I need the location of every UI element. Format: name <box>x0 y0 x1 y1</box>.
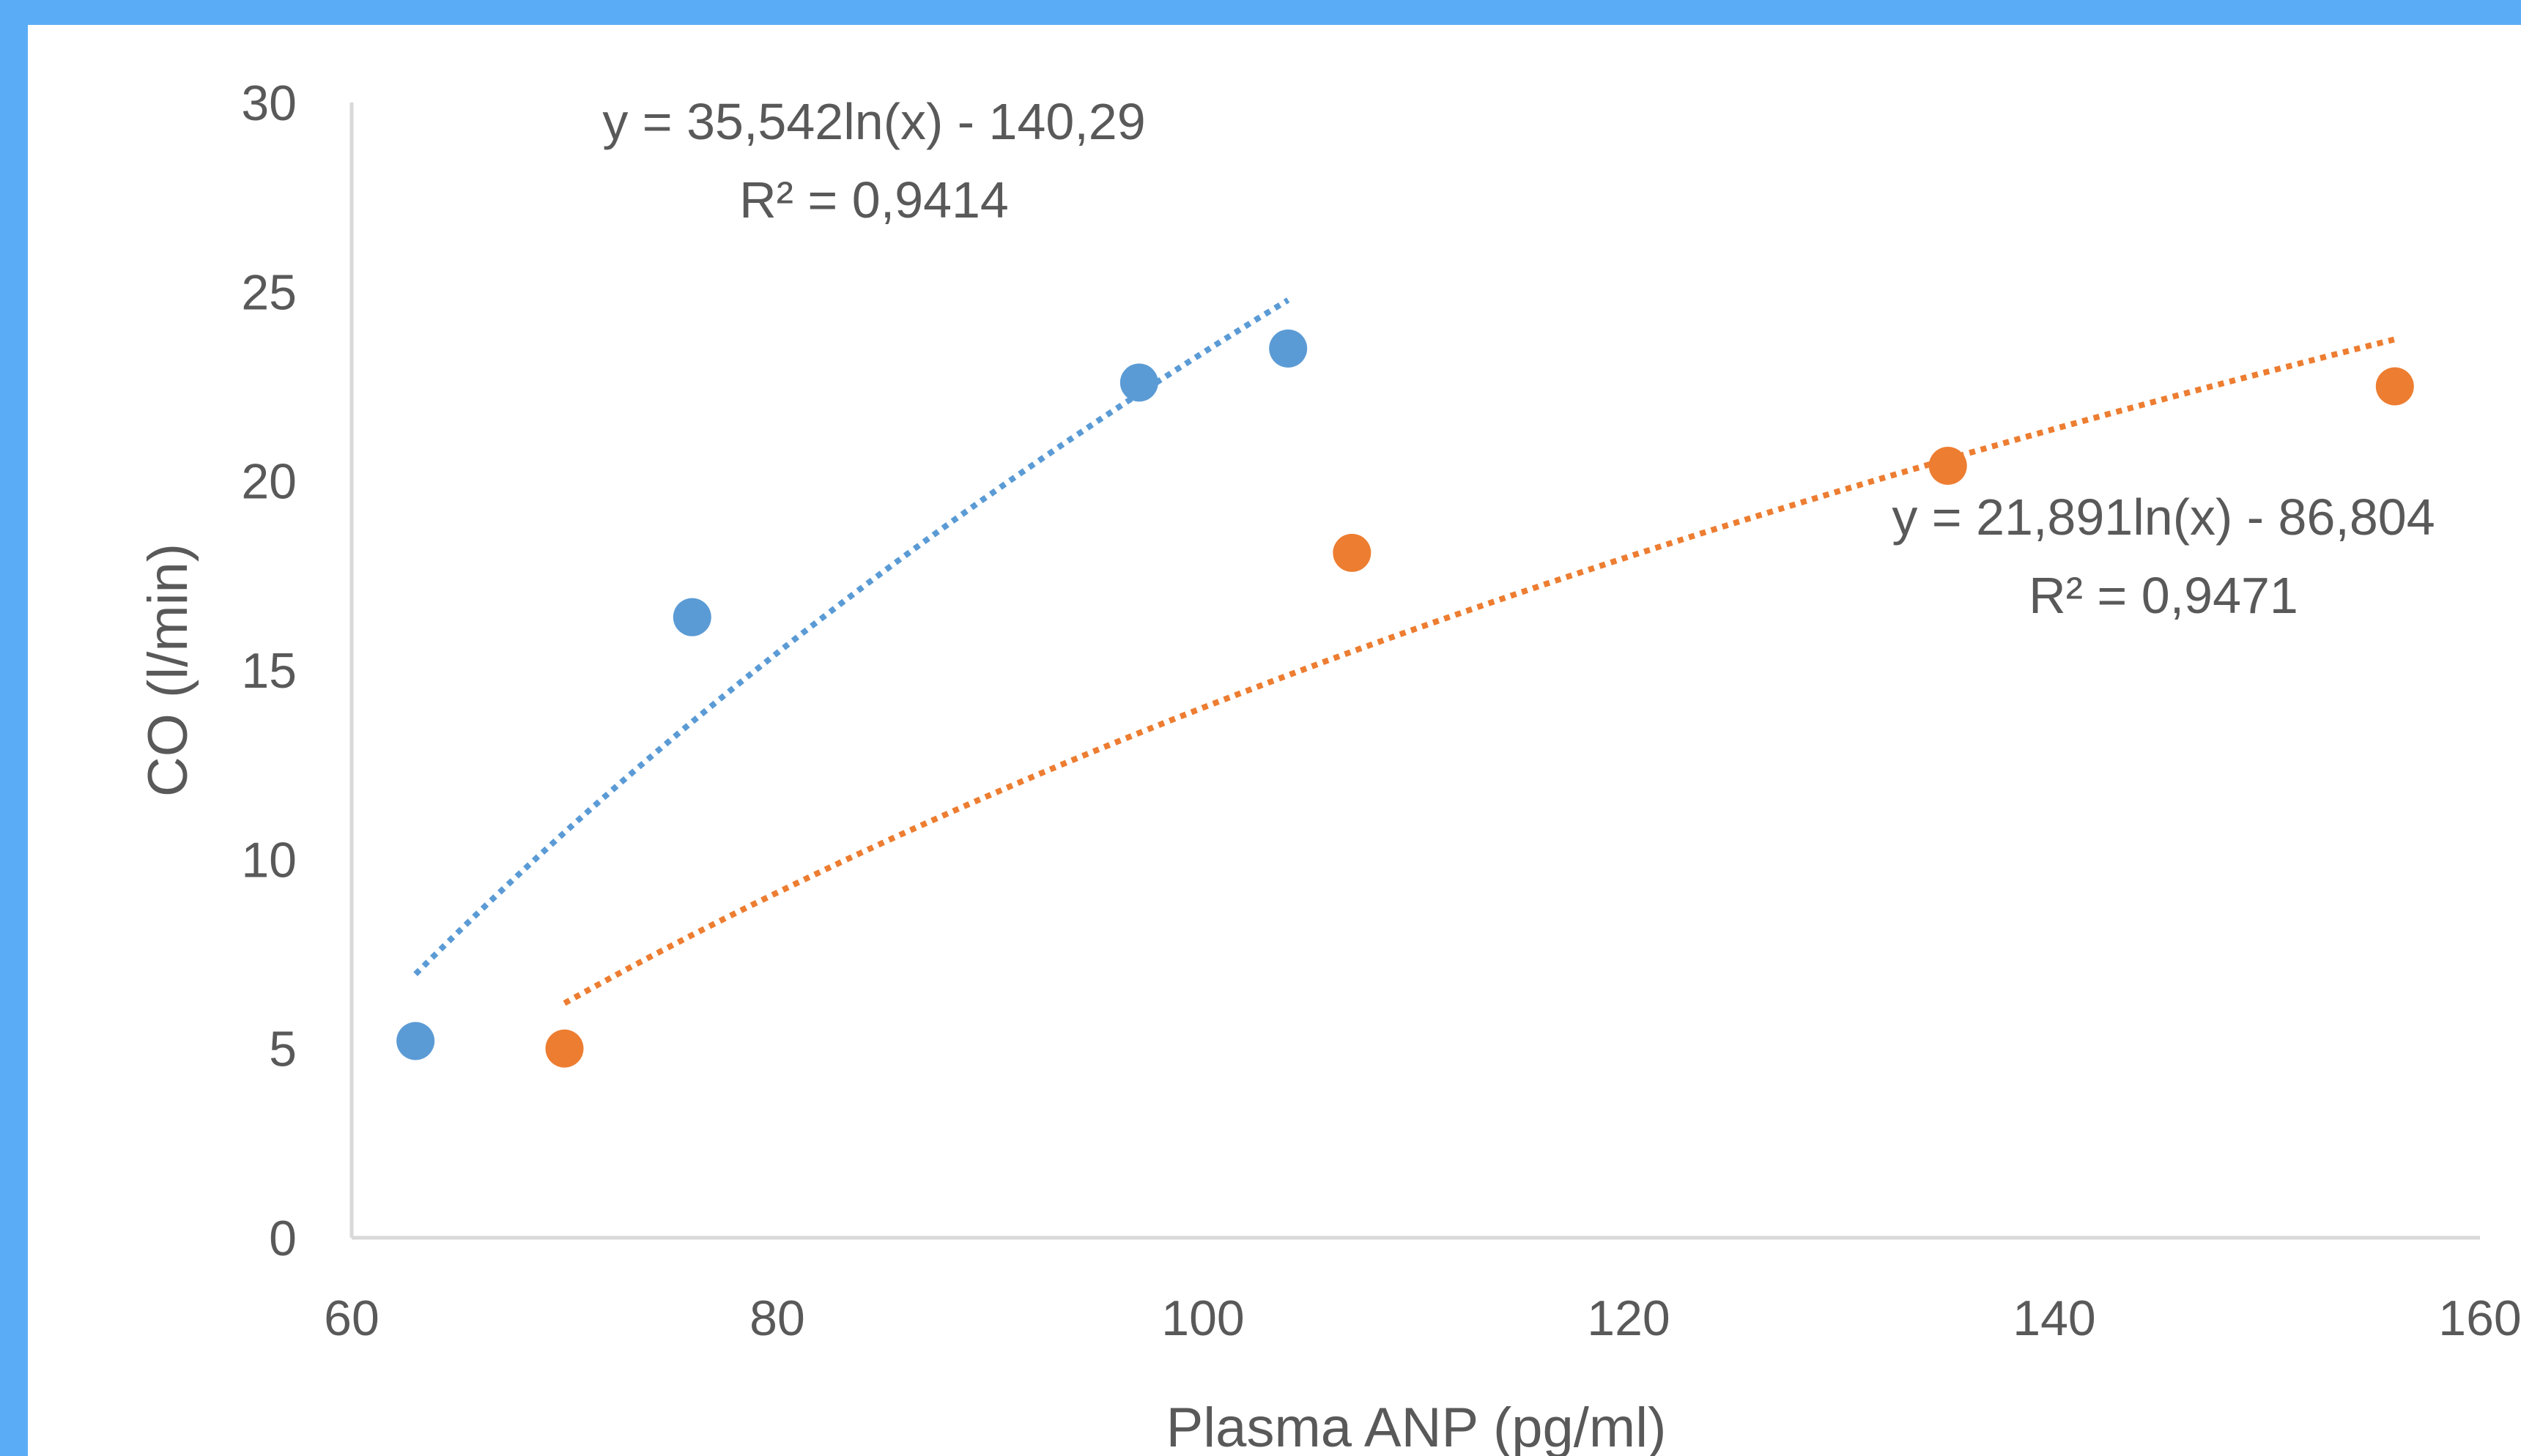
x-tick-label: 120 <box>1587 1290 1670 1346</box>
y-tick-label: 15 <box>241 643 297 699</box>
y-tick-label: 5 <box>269 1022 297 1077</box>
x-tick-label: 100 <box>1161 1290 1244 1346</box>
y-axis-title: CO (l/min) <box>137 543 199 797</box>
data-point-series-1 <box>1269 329 1308 368</box>
trendline-r2-series-1: R² = 0,9414 <box>739 171 1009 229</box>
trendline-series-1 <box>413 297 1290 976</box>
trendline-equation-series-1: y = 35,542ln(x) - 140,29 <box>602 93 1145 150</box>
trendline-series-2 <box>563 336 2396 1006</box>
x-tick-label: 80 <box>749 1290 805 1346</box>
x-tick-label: 160 <box>2438 1290 2521 1346</box>
data-point-series-2 <box>1333 533 1371 572</box>
y-tick-labels: 0 5 10 15 20 25 30 <box>241 75 297 1266</box>
data-point-series-2 <box>545 1029 584 1068</box>
x-tick-labels: 60 80 100 120 140 160 <box>324 1290 2521 1346</box>
y-tick-label: 10 <box>241 832 297 888</box>
data-points <box>396 329 2414 1068</box>
trendlines <box>413 297 2396 1006</box>
data-point-series-2 <box>1928 447 1967 485</box>
y-tick-label: 30 <box>241 75 297 131</box>
y-tick-label: 20 <box>241 454 297 510</box>
x-axis-title: Plasma ANP (pg/ml) <box>1166 1397 1667 1456</box>
y-tick-label: 0 <box>269 1211 297 1266</box>
data-point-series-1 <box>1119 363 1158 402</box>
data-point-series-1 <box>396 1022 435 1061</box>
x-tick-label: 140 <box>2013 1290 2095 1346</box>
chart-panel <box>28 25 2521 1456</box>
axes <box>349 103 2480 1240</box>
trendline-equation-series-2: y = 21,891ln(x) - 86,804 <box>1892 489 2435 546</box>
data-point-series-2 <box>2375 367 2414 406</box>
data-point-series-1 <box>673 598 711 636</box>
y-tick-label: 25 <box>241 264 297 320</box>
x-tick-label: 60 <box>324 1290 380 1346</box>
trendline-r2-series-2: R² = 0,9471 <box>2029 567 2298 624</box>
